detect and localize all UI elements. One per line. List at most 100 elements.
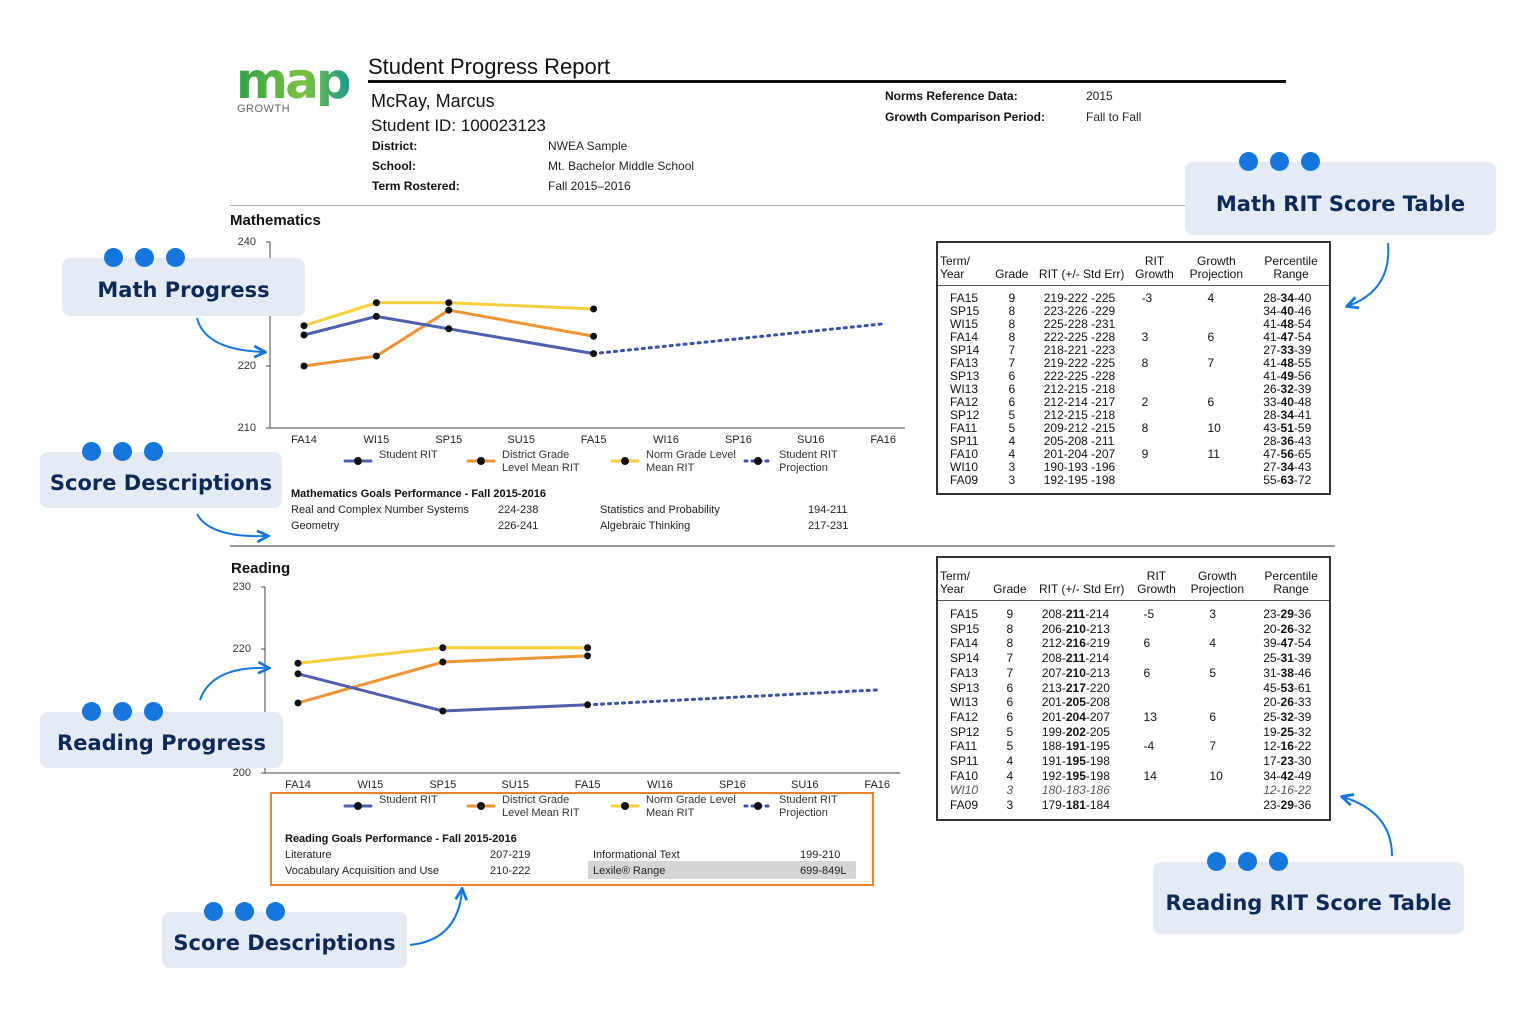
table-row: SP11 4 205-208 -211 28-36-43 [937, 435, 1330, 448]
table-row: SP13 6 222-225 -228 41-49-56 [937, 370, 1330, 383]
percentile-part: 28- [1263, 291, 1281, 305]
grade-cell: 7 [1006, 665, 1014, 680]
data-point [372, 352, 380, 360]
callout-dot [144, 702, 163, 721]
rit-cell: 190-193 -196 [1034, 461, 1130, 474]
percentile-part: -36 [1293, 607, 1312, 621]
rit-part: -213 [1085, 665, 1110, 680]
rit-part: 206- [1041, 621, 1066, 636]
projection-cell: 6 [1209, 709, 1217, 724]
student-name: McRay, Marcus [371, 91, 495, 111]
percentile-part: 36 [1280, 434, 1294, 448]
percentile-part: 40 [1280, 395, 1294, 409]
series-line [302, 308, 596, 368]
percentile-cell: 17-23-30 [1253, 754, 1330, 769]
projection-cell: 7 [1207, 356, 1215, 370]
data-point [300, 322, 308, 330]
percentile-part: -49 [1293, 768, 1312, 783]
rit-part: -207 [1085, 709, 1110, 724]
rit-part: -225 [1087, 356, 1116, 370]
projection-line [586, 688, 879, 707]
rit-part: 215 [1067, 382, 1088, 396]
rit-part: 225 [1067, 369, 1088, 383]
table-row: SP14 7 218-221 -223 27-33-39 [937, 344, 1330, 357]
percentile-part: 20- [1263, 695, 1281, 710]
percentile-part: 51 [1280, 421, 1294, 435]
percentile-cell: 23-29-36 [1253, 601, 1330, 622]
growth-cell: 14 [1143, 768, 1157, 783]
rit-cell: 222-225 -228 [1034, 331, 1130, 344]
rit-cell: 192-195 -198 [1034, 474, 1130, 494]
x-tick-label: FA15 [575, 779, 601, 791]
rit-part: 212- [1043, 382, 1068, 396]
percentile-cell: 43-51-59 [1253, 422, 1330, 435]
legend-dot [477, 802, 485, 810]
rit-cell: 212-214 -217 [1034, 396, 1130, 409]
term-cell: SP15 [950, 621, 980, 636]
rit-part: 213- [1041, 680, 1066, 695]
rit-part: 193 [1067, 460, 1088, 474]
percentile-part: -30 [1293, 754, 1312, 769]
field-value: NWEA Sample [548, 139, 628, 153]
percentile-part: 12- [1263, 739, 1281, 754]
percentile-part: 34 [1280, 460, 1294, 474]
data-point [590, 332, 598, 340]
y-tick-label: 200 [233, 767, 251, 779]
x-tick-label: SU15 [501, 779, 529, 791]
percentile-cell: 27-34-43 [1253, 461, 1330, 474]
legend-label: Student RIT Projection [779, 794, 838, 819]
percentile-cell: 12-16-22 [1253, 783, 1330, 798]
term-cell: SP13 [950, 680, 980, 695]
percentile-cell: 41-48-54 [1253, 318, 1330, 331]
term-cell: SP14 [950, 343, 980, 357]
percentile-part: 27- [1263, 343, 1281, 357]
table-row: WI10 3 190-193 -196 27-34-43 [937, 461, 1330, 474]
percentile-cell: 20-26-32 [1253, 622, 1330, 637]
table-row: FA12 6 201-204-207 13 6 25-32-39 [937, 710, 1330, 725]
rit-part: 204 [1067, 447, 1088, 461]
rit-part: -213 [1085, 621, 1110, 636]
norms-value: 2015 [1086, 89, 1113, 103]
legend-dot [621, 457, 629, 465]
data-point [294, 699, 302, 707]
percentile-cell: 12-16-22 [1253, 739, 1330, 754]
y-tick-label: 240 [238, 236, 256, 248]
field-value: Fall 2015–2016 [548, 179, 631, 193]
data-point [372, 312, 380, 320]
term-cell: WI15 [950, 317, 979, 331]
table-row: SP12 5 199-202-205 19-25-32 [937, 725, 1330, 740]
callout: Math Progress [62, 258, 305, 316]
arrow [409, 890, 462, 946]
goals-title: Mathematics Goals Performance - Fall 201… [291, 488, 546, 500]
rit-part: -218 [1087, 382, 1116, 396]
rit-part: 225- [1043, 317, 1068, 331]
percentile-cell: 45-53-61 [1253, 681, 1330, 696]
table-row: SP15 8 206-210-213 20-26-32 [937, 622, 1330, 637]
rit-part: 205 [1065, 695, 1086, 710]
goal-range: 207-219 [490, 849, 531, 861]
legend-dot [477, 457, 485, 465]
term-cell: FA13 [950, 356, 979, 370]
rit-cell: 208-211-214 [1032, 601, 1132, 622]
rit-part: 195 [1065, 754, 1086, 769]
percentile-part: 31- [1263, 665, 1281, 680]
growth-cell: 8 [1141, 356, 1149, 370]
term-cell: FA14 [950, 636, 979, 651]
percentile-part: 63 [1280, 473, 1294, 487]
rit-cell: 208-211-214 [1032, 651, 1132, 666]
percentile-part: 25 [1280, 724, 1294, 739]
x-tick-label: WI15 [358, 779, 384, 791]
percentile-part: -36 [1293, 798, 1312, 813]
grade-cell: 6 [1006, 680, 1014, 695]
legend-dot [354, 457, 362, 465]
grade-cell: 6 [1008, 382, 1016, 396]
reading-goals-box [270, 792, 874, 886]
rit-cell: 205-208 -211 [1034, 435, 1130, 448]
callout-dot [82, 442, 101, 461]
grade-cell: 8 [1006, 621, 1014, 636]
term-cell: FA11 [950, 421, 978, 435]
growth-cell: 3 [1141, 330, 1149, 344]
percentile-part: 40 [1280, 304, 1294, 318]
rit-part: -195 [1085, 739, 1110, 754]
